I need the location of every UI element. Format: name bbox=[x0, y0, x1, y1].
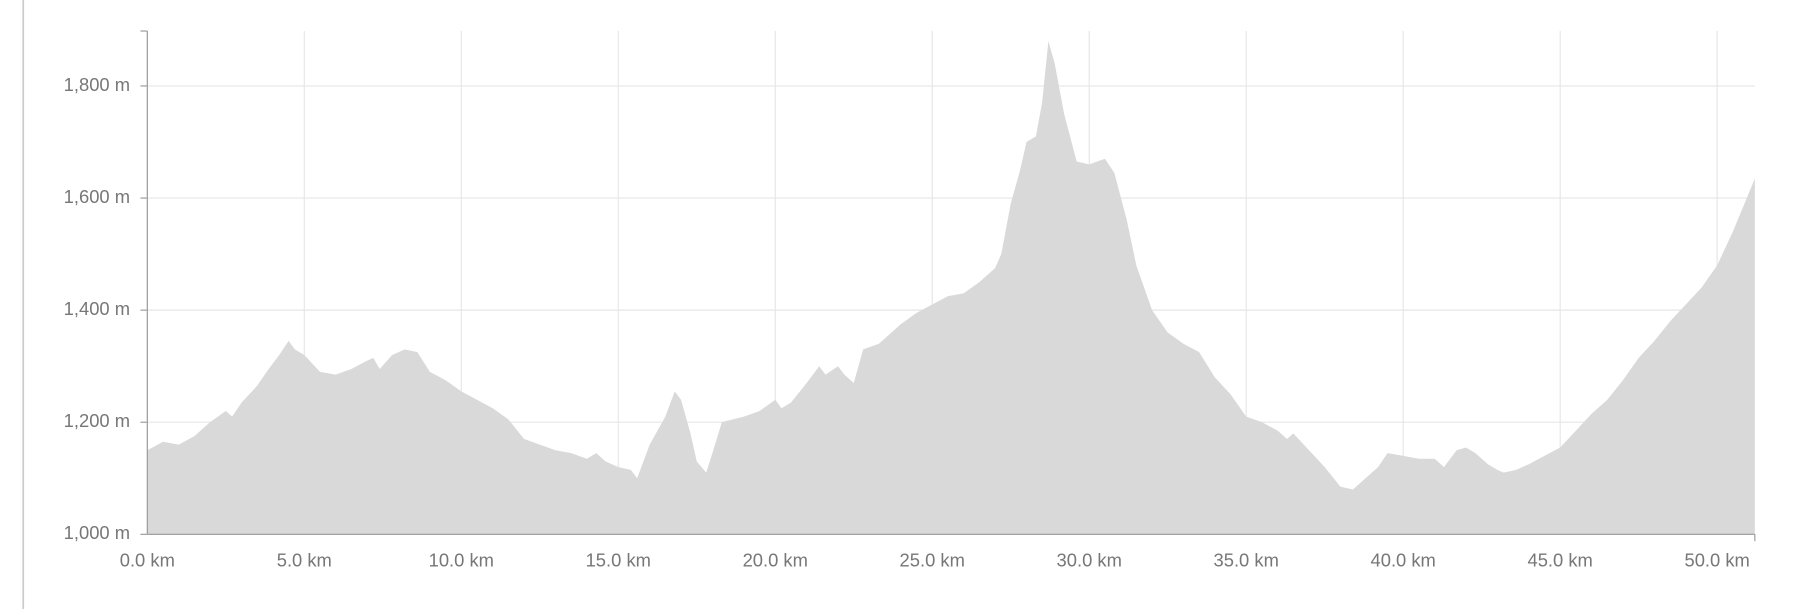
y-tick-label: 1,400 m bbox=[64, 298, 130, 319]
x-tick-label: 25.0 km bbox=[900, 550, 965, 571]
x-tick-label: 45.0 km bbox=[1527, 550, 1592, 571]
y-tick-label: 1,000 m bbox=[64, 522, 130, 543]
x-tick-label: 10.0 km bbox=[429, 550, 494, 571]
y-tick-label: 1,600 m bbox=[64, 186, 130, 207]
y-tick-label: 1,200 m bbox=[64, 410, 130, 431]
x-tick-label: 40.0 km bbox=[1371, 550, 1436, 571]
x-tick-label: 0.0 km bbox=[120, 550, 175, 571]
x-tick-label: 35.0 km bbox=[1214, 550, 1279, 571]
x-tick-label: 30.0 km bbox=[1057, 550, 1122, 571]
x-tick-label: 20.0 km bbox=[743, 550, 808, 571]
x-tick-label: 5.0 km bbox=[277, 550, 332, 571]
elevation-area bbox=[147, 41, 1755, 535]
x-tick-label: 15.0 km bbox=[586, 550, 651, 571]
x-tick-label: 50.0 km bbox=[1684, 550, 1749, 571]
y-tick-label: 1,800 m bbox=[64, 74, 130, 95]
